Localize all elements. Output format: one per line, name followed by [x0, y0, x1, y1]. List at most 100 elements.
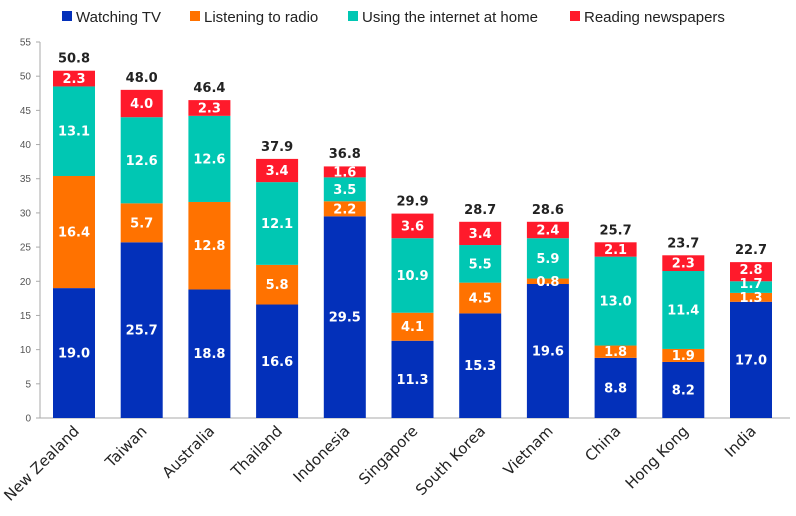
bar-segment — [188, 100, 231, 116]
y-tick-label: 40 — [20, 140, 32, 151]
total-label: 28.7 — [464, 203, 496, 218]
data-label: 5.5 — [469, 257, 492, 272]
data-label: 11.4 — [667, 303, 699, 318]
bars: 19.0 16.4 13.1 2.3 50.8 25.7 5.7 12.6 4.0 48.0 18.… — [53, 52, 772, 418]
bar-segment — [730, 301, 772, 418]
data-label: 1.7 — [739, 277, 762, 292]
legend: Watching TV Listening to radio Using the i… — [62, 9, 725, 26]
legend-label: Watching TV — [76, 9, 161, 26]
bar-segment — [323, 177, 366, 202]
bar-segment — [391, 340, 434, 418]
data-label: 2.3 — [198, 101, 221, 116]
data-label: 5.8 — [266, 278, 289, 293]
bar-stack: 16.6 5.8 12.1 3.4 37.9 — [256, 140, 299, 418]
bar-segment — [459, 282, 502, 314]
bar-segment — [53, 288, 95, 418]
y-tick-label: 15 — [20, 311, 32, 322]
legend-swatch — [62, 11, 72, 21]
data-label: 3.6 — [401, 219, 424, 234]
bar-segment — [662, 255, 705, 272]
data-label: 18.8 — [193, 347, 225, 362]
data-label: 12.6 — [193, 152, 225, 167]
data-label: 5.9 — [536, 252, 559, 267]
total-label: 37.9 — [261, 140, 293, 155]
data-label: 16.6 — [261, 355, 293, 370]
x-tick-label: India — [721, 422, 760, 461]
y-tick-label: 55 — [20, 38, 32, 49]
y-tick-label: 10 — [20, 345, 32, 356]
data-label: 2.3 — [672, 257, 695, 272]
bar-segment — [594, 357, 637, 418]
bar-segment — [730, 292, 772, 302]
total-label: 22.7 — [735, 243, 767, 258]
bar-stack: 15.3 4.5 5.5 3.4 28.7 — [459, 203, 502, 418]
bar-segment — [594, 256, 637, 346]
bar-segment — [256, 264, 299, 305]
data-label: 13.1 — [58, 125, 90, 140]
legend-label: Reading newspapers — [584, 9, 725, 26]
legend-swatch — [190, 11, 200, 21]
total-label: 28.6 — [532, 203, 564, 218]
total-label: 36.8 — [329, 147, 361, 162]
bar-segment — [120, 89, 163, 118]
x-tick-label: South Korea — [412, 422, 489, 499]
bar-segment — [459, 221, 502, 246]
data-label: 2.4 — [536, 224, 559, 239]
data-label: 2.1 — [604, 243, 627, 258]
x-tick-label: Singapore — [355, 422, 421, 488]
bar-segment — [459, 245, 502, 283]
data-label: 4.5 — [469, 292, 492, 307]
y-tick-label: 20 — [20, 277, 32, 288]
legend-swatch — [570, 11, 580, 21]
x-tick-label: Taiwan — [101, 422, 151, 472]
data-label: 13.0 — [600, 295, 632, 310]
data-label: 10.9 — [396, 269, 428, 284]
x-axis-labels: New Zealand Taiwan Australia Thailand Indone… — [0, 422, 759, 504]
bar-stack: 25.7 5.7 12.6 4.0 48.0 — [120, 71, 163, 418]
x-tick-label: Thailand — [227, 422, 286, 481]
y-tick-label: 30 — [20, 208, 32, 219]
data-label: 12.1 — [261, 217, 293, 232]
data-label: 4.1 — [401, 320, 424, 335]
x-tick-label: Indonesia — [290, 422, 354, 486]
total-label: 48.0 — [126, 71, 158, 86]
data-label: 4.0 — [130, 97, 153, 112]
data-label: 3.4 — [469, 227, 492, 242]
bar-segment — [730, 281, 772, 293]
data-label: 16.4 — [58, 226, 90, 241]
bar-segment — [662, 361, 705, 418]
bar-segment — [256, 182, 299, 265]
data-label: 17.0 — [735, 353, 767, 368]
bar-stack: 8.2 1.9 11.4 2.3 23.7 — [662, 236, 705, 418]
bar-segment — [53, 70, 95, 87]
bar-segment — [256, 304, 299, 418]
y-tick-label: 25 — [20, 243, 32, 254]
bar-stack: 18.8 12.8 12.6 2.3 46.4 — [188, 81, 231, 418]
bar-segment — [526, 284, 569, 418]
data-label: 12.8 — [193, 239, 225, 254]
total-label: 23.7 — [667, 236, 699, 251]
data-label: 25.7 — [126, 324, 158, 339]
data-label: 1.3 — [739, 291, 762, 306]
legend-label: Using the internet at home — [362, 9, 538, 26]
total-label: 25.7 — [600, 223, 632, 238]
legend-swatch — [348, 11, 358, 21]
total-label: 29.9 — [396, 195, 428, 210]
y-tick-label: 5 — [25, 379, 31, 390]
bar-segment — [391, 213, 434, 239]
data-label: 1.6 — [333, 165, 356, 180]
data-label: 5.7 — [130, 216, 153, 231]
total-label: 50.8 — [58, 52, 90, 67]
bar-stack: 19.0 16.4 13.1 2.3 50.8 — [53, 52, 95, 418]
data-label: 2.8 — [739, 263, 762, 278]
bar-stack: 11.3 4.1 10.9 3.6 29.9 — [391, 195, 434, 418]
data-label: 3.4 — [266, 164, 289, 179]
bar-segment — [323, 201, 366, 217]
data-label: 3.5 — [333, 183, 356, 198]
data-label: 19.0 — [58, 347, 90, 362]
data-label: 19.6 — [532, 345, 564, 360]
bar-segment — [120, 242, 163, 418]
bar-segment — [526, 221, 569, 239]
x-tick-label: Vietnam — [500, 422, 557, 479]
